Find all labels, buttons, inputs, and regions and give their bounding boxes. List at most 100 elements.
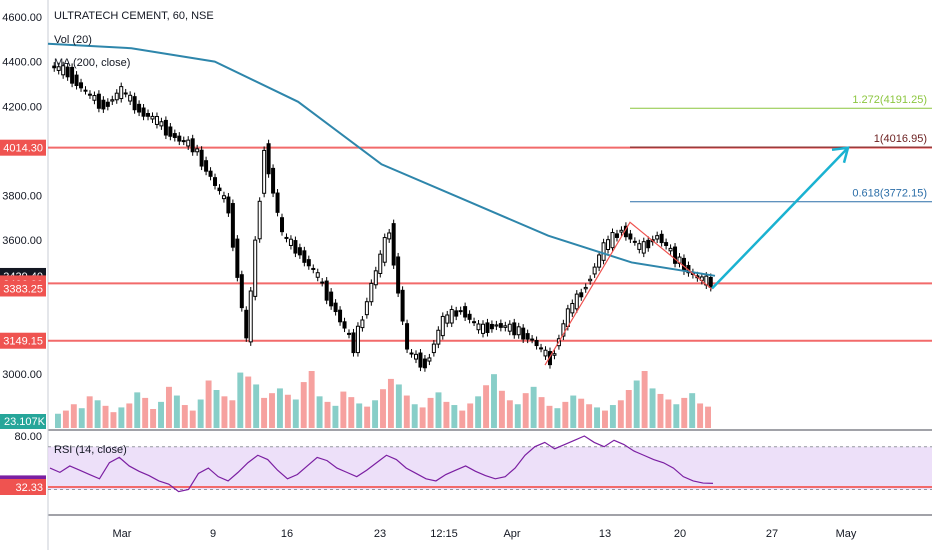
volume-bar: [467, 403, 474, 428]
candle-body: [400, 289, 405, 322]
volume-bar: [554, 408, 561, 428]
candle-body: [409, 352, 414, 355]
volume-bar: [221, 396, 228, 428]
candle-body: [172, 133, 177, 138]
volume-bar: [62, 410, 69, 428]
volume-tag-label: 23.107K: [4, 416, 46, 428]
candle-body: [632, 240, 637, 243]
volume-bar: [356, 403, 363, 428]
candle-body: [525, 333, 530, 340]
volume-bar: [705, 406, 711, 428]
volume-bar: [586, 404, 593, 428]
price-tag-bg: [0, 280, 46, 297]
candle-body: [275, 192, 280, 213]
volume-legend: Vol (20): [54, 34, 92, 46]
candle-body: [92, 95, 97, 101]
candle-body: [396, 256, 401, 294]
candle-body: [284, 236, 289, 239]
candle-body: [498, 323, 503, 328]
projection-arrow: [711, 146, 849, 290]
volume-bar: [55, 413, 61, 428]
volume-bar: [530, 386, 537, 428]
candle-body: [128, 94, 133, 102]
candle-body: [266, 143, 271, 175]
candle-body: [329, 291, 334, 307]
fib-level-label: 1(4016.95): [874, 133, 927, 145]
rsi-tag-bg: [0, 479, 46, 495]
volume-bar: [673, 404, 680, 428]
candle-body: [440, 315, 445, 337]
volume-bar: [451, 405, 458, 428]
candle-body: [306, 259, 311, 267]
candle-body: [458, 310, 463, 313]
volume-bar: [514, 404, 521, 428]
symbol-legend: ULTRATECH CEMENT, 60, NSE: [54, 10, 214, 22]
rsi-legend: RSI (14, close): [54, 444, 127, 456]
volume-bar: [387, 378, 394, 428]
candle-body: [597, 254, 602, 268]
candle-body: [521, 327, 526, 340]
candle-body: [177, 135, 182, 142]
candle-body: [476, 323, 481, 331]
x-tick-label: 27: [766, 528, 778, 540]
candle-body: [226, 196, 231, 214]
candle-body: [655, 235, 660, 240]
candle-body: [512, 322, 517, 336]
volume-bar: [308, 371, 315, 428]
candle-body: [302, 250, 307, 263]
volume-bar: [498, 390, 505, 428]
candle-body: [293, 240, 298, 254]
candle-body: [681, 257, 686, 272]
y-tick-label: 3800.00: [2, 191, 42, 203]
candle-body: [467, 313, 472, 320]
volume-bar: [562, 401, 569, 428]
volume-bar: [689, 393, 696, 428]
candle-body: [601, 242, 606, 261]
candle-body: [472, 321, 477, 324]
candle-body: [708, 276, 713, 288]
y-tick-label: 4400.00: [2, 57, 42, 69]
volume-bar: [483, 385, 490, 428]
candle-body: [137, 103, 142, 113]
volume-bar: [641, 371, 648, 428]
candle-body: [288, 238, 293, 246]
y-tick-label: 4200.00: [2, 101, 42, 113]
candle-body: [163, 119, 168, 136]
volume-bar: [609, 405, 616, 428]
candle-body: [146, 113, 151, 117]
volume-bar: [522, 393, 529, 428]
volume-bar: [657, 393, 664, 428]
candle-body: [485, 322, 490, 333]
candle-body: [382, 237, 387, 263]
volume-bar: [570, 395, 577, 428]
candle-body: [320, 281, 325, 284]
candle-body: [262, 149, 267, 194]
y-tick-label: 3000.00: [2, 369, 42, 381]
candle-body: [79, 82, 84, 89]
volume-bar: [269, 393, 275, 428]
candle-body: [70, 66, 75, 84]
x-tick-label: 20: [674, 528, 686, 540]
candle-body: [494, 324, 499, 327]
candle-body: [614, 233, 619, 238]
candle-body: [83, 89, 88, 92]
candle-body: [516, 326, 521, 336]
x-tick-label: 13: [599, 528, 611, 540]
candle-body: [150, 115, 155, 120]
candle-body: [132, 96, 137, 111]
candle-body: [235, 238, 240, 278]
candle-body: [338, 309, 343, 323]
candle-body: [592, 266, 597, 275]
candle-body: [369, 282, 374, 303]
candle-body: [186, 139, 191, 147]
fib-level-label: 0.618(3772.15): [852, 188, 927, 200]
x-tick-label: 23: [374, 528, 386, 540]
volume-bar: [649, 388, 656, 428]
volume-bar: [625, 390, 632, 428]
candle-body: [342, 321, 347, 329]
ma-200-line: [47, 42, 716, 277]
volume-bar: [459, 410, 466, 428]
candle-body: [552, 353, 557, 356]
